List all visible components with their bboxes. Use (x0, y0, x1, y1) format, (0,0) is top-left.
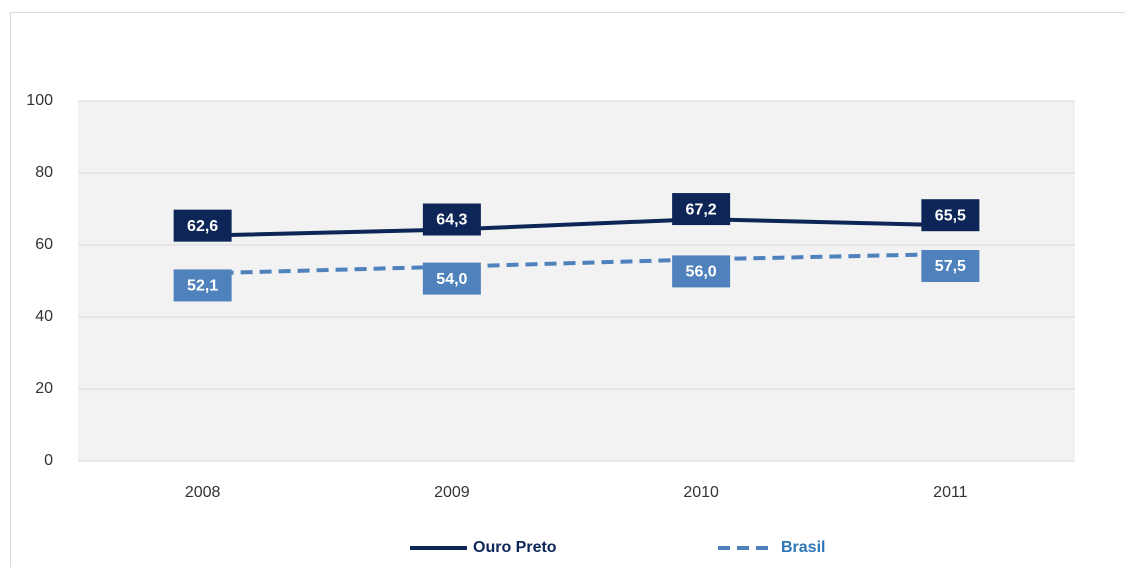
legend-label: Brasil (781, 539, 825, 556)
x-tick-label: 2009 (434, 484, 470, 501)
x-tick-label: 2008 (185, 484, 221, 501)
value-label-box (672, 193, 731, 226)
y-tick-label: 60 (35, 236, 53, 253)
value-label-box (921, 250, 980, 282)
plot-area (78, 101, 1075, 461)
y-tick-label: 20 (35, 380, 53, 397)
value-label: 62,6 (187, 218, 218, 235)
value-label-box (422, 262, 481, 295)
y-tick-label: 80 (35, 164, 53, 181)
value-label-box (921, 199, 980, 232)
value-label: 56,0 (686, 264, 717, 281)
value-label-box (672, 255, 731, 288)
value-label: 65,5 (935, 207, 966, 224)
value-label-box (422, 203, 481, 236)
legend-label: Ouro Preto (473, 539, 557, 556)
y-tick-label: 0 (44, 452, 53, 469)
x-tick-label: 2010 (683, 484, 719, 501)
y-tick-label: 100 (26, 92, 53, 109)
series-line (202, 217, 951, 238)
value-label-box (173, 269, 232, 302)
value-label: 57,5 (935, 258, 966, 275)
value-label: 52,1 (187, 278, 218, 295)
value-label: 64,3 (436, 212, 467, 229)
value-label-box (173, 209, 232, 242)
value-label: 67,2 (686, 201, 717, 218)
x-tick-label: 2011 (933, 484, 968, 501)
value-label: 54,0 (436, 271, 467, 288)
y-tick-label: 40 (35, 308, 53, 325)
series-line (202, 252, 951, 276)
